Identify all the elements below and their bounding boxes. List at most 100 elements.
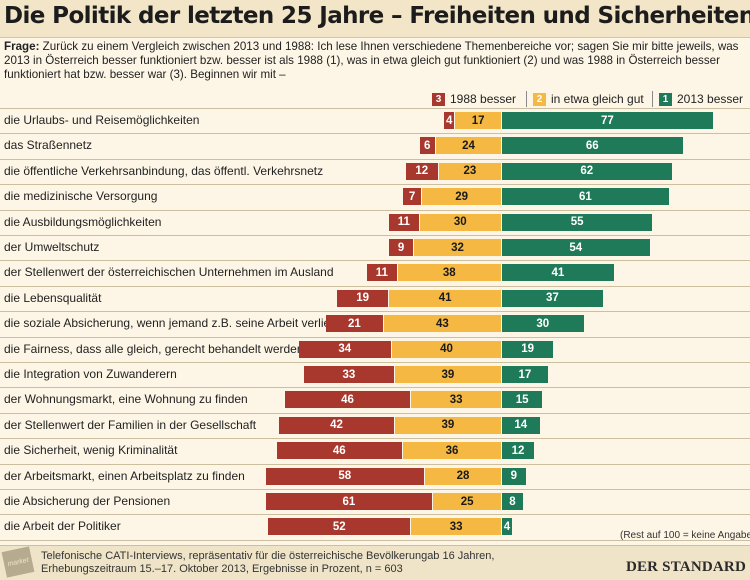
category-label: die Arbeit der Politiker bbox=[4, 519, 121, 534]
bar-2013-besser: 15 bbox=[502, 391, 544, 409]
data-label: 62 bbox=[580, 165, 594, 178]
data-label: 29 bbox=[455, 190, 469, 203]
bar-gleich: 36 bbox=[403, 442, 502, 460]
chart-row: der Wohnungsmarkt, eine Wohnung zu finde… bbox=[0, 387, 750, 412]
chart-row: der Arbeitsmarkt, einen Arbeitsplatz zu … bbox=[0, 463, 750, 489]
footnote: Telefonische CATI-Interviews, repräsenta… bbox=[41, 550, 494, 576]
bar-gleich: 29 bbox=[422, 188, 502, 206]
bar-1988-besser: 46 bbox=[284, 391, 412, 409]
row-divider bbox=[0, 539, 750, 541]
legend-item-2013: 1 2013 besser bbox=[659, 91, 743, 107]
legend-divider bbox=[652, 91, 653, 107]
data-label: 33 bbox=[449, 393, 463, 406]
row-divider bbox=[0, 235, 750, 236]
data-label: 4 bbox=[503, 520, 511, 533]
data-label: 11 bbox=[375, 266, 388, 279]
data-label: 33 bbox=[342, 368, 356, 381]
legend-item-1988: 3 1988 besser bbox=[432, 91, 516, 107]
data-label: 55 bbox=[570, 216, 584, 229]
bar-gleich: 23 bbox=[438, 162, 502, 180]
data-label: 38 bbox=[442, 266, 456, 279]
category-label: die soziale Absicherung, wenn jemand z.B… bbox=[4, 316, 338, 331]
row-divider bbox=[0, 463, 750, 465]
category-label: das Straßennetz bbox=[4, 138, 93, 153]
data-label: 52 bbox=[332, 520, 346, 533]
bar-2013-besser: 8 bbox=[502, 493, 524, 510]
category-label: der Stellenwert der österreichischen Unt… bbox=[4, 265, 334, 280]
row-divider bbox=[0, 260, 750, 262]
row-divider bbox=[0, 184, 750, 186]
data-label: 12 bbox=[511, 444, 525, 457]
category-label: der Stellenwert der Familien in der Gese… bbox=[4, 417, 257, 432]
data-label: 25 bbox=[460, 495, 474, 508]
data-label: 30 bbox=[453, 216, 467, 229]
category-label: die Fairness, dass alle gleich, gerecht … bbox=[4, 341, 304, 356]
footnote-line-1: Telefonische CATI-Interviews, repräsenta… bbox=[41, 550, 495, 562]
bar-gleich: 43 bbox=[383, 315, 502, 333]
bar-2013-besser: 17 bbox=[502, 366, 549, 383]
data-label: 24 bbox=[462, 139, 475, 152]
data-label: 41 bbox=[551, 266, 565, 279]
row-divider bbox=[0, 311, 750, 313]
data-label: 9 bbox=[397, 241, 405, 254]
bar-1988-besser: 12 bbox=[405, 162, 439, 180]
row-divider bbox=[0, 108, 750, 109]
bar-gleich: 41 bbox=[389, 289, 502, 307]
chart-row: der Stellenwert der Familien in der Gese… bbox=[0, 412, 750, 438]
data-label: 6 bbox=[424, 139, 431, 152]
data-label: 37 bbox=[545, 292, 559, 305]
question-label: Frage: bbox=[4, 40, 40, 53]
bar-gleich: 32 bbox=[414, 239, 502, 256]
category-label: die medizinische Versorgung bbox=[4, 189, 158, 204]
category-label: die Ausbildungsmöglichkeiten bbox=[4, 214, 162, 229]
title-bar: Die Politik der letzten 25 Jahre – Freih… bbox=[0, 0, 750, 38]
question-text: Frage: Zurück zu einem Vergleich zwische… bbox=[4, 40, 744, 82]
bar-2013-besser: 62 bbox=[502, 162, 673, 180]
legend-swatch-gleich: 2 bbox=[533, 92, 546, 106]
category-label: die Absicherung der Pensionen bbox=[4, 494, 171, 508]
data-label: 58 bbox=[338, 470, 352, 483]
bar-1988-besser: 11 bbox=[367, 264, 398, 282]
data-label: 33 bbox=[449, 520, 463, 533]
row-divider bbox=[0, 209, 750, 211]
footnote-line-2: Erhebungszeitraum 15.–17. Oktober 2013, … bbox=[41, 563, 403, 575]
bar-2013-besser: 19 bbox=[502, 340, 555, 358]
chart-row: die soziale Absicherung, wenn jemand z.B… bbox=[0, 311, 750, 336]
data-label: 19 bbox=[356, 292, 370, 305]
data-label: 7 bbox=[408, 190, 416, 203]
data-label: 8 bbox=[509, 495, 516, 508]
row-divider bbox=[0, 387, 750, 389]
data-label: 66 bbox=[585, 139, 599, 152]
chart-legend: 3 1988 besser 2 in etwa gleich gut 1 201… bbox=[0, 91, 750, 107]
bar-gleich: 39 bbox=[394, 366, 502, 383]
row-divider bbox=[0, 133, 750, 135]
bar-gleich: 25 bbox=[433, 493, 502, 510]
bar-2013-besser: 66 bbox=[502, 137, 684, 155]
bar-gleich: 17 bbox=[455, 112, 502, 129]
bar-2013-besser: 30 bbox=[502, 315, 585, 333]
category-label: die Lebensqualität bbox=[4, 290, 102, 305]
data-label: 77 bbox=[600, 114, 614, 127]
bar-1988-besser: 11 bbox=[389, 213, 420, 231]
bar-2013-besser: 54 bbox=[502, 239, 651, 256]
data-label: 42 bbox=[330, 419, 343, 432]
footer: market Telefonische CATI-Interviews, rep… bbox=[0, 545, 750, 580]
row-divider bbox=[0, 285, 750, 287]
row-divider bbox=[0, 158, 750, 160]
bar-1988-besser: 7 bbox=[403, 188, 423, 206]
data-label: 17 bbox=[518, 368, 532, 381]
data-label: 39 bbox=[441, 368, 455, 381]
bar-1988-besser: 21 bbox=[326, 315, 384, 333]
bar-1988-besser: 46 bbox=[276, 442, 403, 460]
legend-swatch-1988: 3 bbox=[432, 92, 445, 106]
bar-gleich: 39 bbox=[394, 416, 502, 434]
bar-gleich: 28 bbox=[425, 467, 502, 485]
bar-gleich: 40 bbox=[392, 340, 502, 358]
bar-2013-besser: 12 bbox=[502, 442, 535, 460]
legend-divider bbox=[526, 91, 527, 107]
data-label: 34 bbox=[338, 343, 352, 356]
row-divider bbox=[0, 514, 750, 516]
bar-1988-besser: 42 bbox=[279, 416, 395, 434]
legend-swatch-2013: 1 bbox=[659, 92, 672, 106]
bar-2013-besser: 77 bbox=[502, 112, 714, 129]
